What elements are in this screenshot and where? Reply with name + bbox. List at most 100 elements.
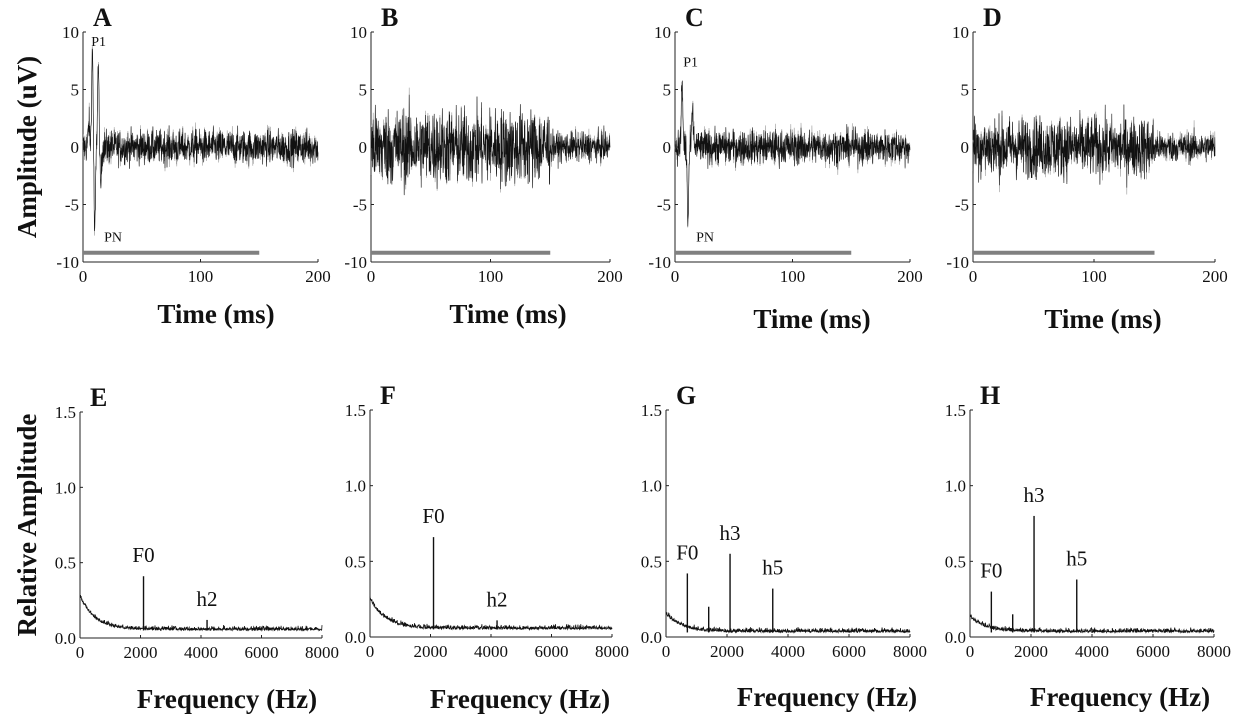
x-tick-label: 200	[897, 267, 923, 286]
x-tick-label: 4000	[1075, 642, 1109, 661]
y-tick-label: 0	[71, 138, 80, 157]
x-tick-label: 0	[366, 642, 375, 661]
x-axis-title: Frequency (Hz)	[137, 684, 317, 714]
x-tick-label: 4000	[184, 643, 218, 662]
spectrum-trace	[665, 611, 911, 634]
y-tick-label: 5	[961, 81, 970, 100]
peak-label: h2	[487, 587, 508, 611]
y-tick-label: 0	[359, 138, 368, 157]
x-tick-label: 6000	[1136, 642, 1170, 661]
x-tick-label: 8000	[305, 643, 339, 662]
y-axis-title: Amplitude (uV)	[12, 56, 42, 238]
y-tick-label: 5	[71, 81, 80, 100]
x-tick-label: 6000	[535, 642, 569, 661]
y-tick-label: 0.5	[945, 552, 966, 571]
panel-e: 0.0 0.5 1.0 1.5 0 2000 4000 6000 8000 F0 h2 E Freque…	[12, 383, 339, 714]
x-tick-label: 6000	[832, 642, 866, 661]
peak-label: h5	[1066, 546, 1087, 570]
peak-label: P1	[683, 56, 698, 71]
peak-label: PN	[104, 230, 122, 245]
x-tick-label: 200	[1202, 267, 1228, 286]
y-tick-label: 10	[350, 23, 367, 42]
x-tick-label: 8000	[595, 642, 629, 661]
x-axis-title: Time (ms)	[1044, 304, 1161, 334]
panel-letter: H	[980, 381, 1000, 410]
x-axis-title: Time (ms)	[753, 304, 870, 334]
peak-label: P1	[91, 35, 106, 50]
spectrum-trace	[369, 596, 613, 631]
x-axis-title: Time (ms)	[449, 299, 566, 329]
x-tick-label: 4000	[474, 642, 508, 661]
x-tick-label: 2000	[124, 643, 158, 662]
x-tick-label: 200	[305, 267, 331, 286]
y-tick-label: 0	[961, 138, 970, 157]
panel-letter: C	[685, 3, 704, 32]
y-tick-label: -10	[56, 253, 79, 272]
waveform-trace	[674, 80, 911, 227]
peak-label: h3	[720, 521, 741, 545]
y-tick-label: -10	[344, 253, 367, 272]
panel-letter: D	[983, 3, 1002, 32]
trace-spread	[674, 80, 911, 228]
x-tick-label: 100	[1081, 267, 1107, 286]
y-tick-label: 0.5	[345, 552, 366, 571]
panel-letter: A	[93, 3, 112, 32]
y-tick-label: -5	[65, 196, 79, 215]
y-axis-title: Relative Amplitude	[12, 414, 42, 637]
x-tick-label: 8000	[893, 642, 927, 661]
y-tick-label: 5	[359, 81, 368, 100]
x-tick-label: 0	[76, 643, 85, 662]
waveform-trace	[972, 104, 1216, 188]
peak-label: PN	[696, 230, 714, 245]
peak-label: F0	[422, 504, 444, 528]
x-tick-label: 100	[188, 267, 214, 286]
y-tick-label: 1.5	[641, 401, 662, 420]
y-tick-label: 10	[62, 23, 79, 42]
x-axis-title: Frequency (Hz)	[430, 684, 610, 714]
y-tick-label: -10	[946, 253, 969, 272]
x-tick-label: 2000	[1014, 642, 1048, 661]
panel-g: 0.0 0.5 1.0 1.5 0 2000 4000 6000 8000 F0 h3 h5 G Freq…	[641, 381, 927, 712]
x-tick-label: 2000	[710, 642, 744, 661]
y-tick-label: 5	[663, 81, 672, 100]
y-tick-label: -5	[353, 196, 367, 215]
peak-label: h5	[762, 556, 783, 580]
y-tick-label: 0.5	[641, 552, 662, 571]
y-tick-label: 1.0	[345, 477, 366, 496]
panel-letter: E	[90, 383, 107, 412]
y-tick-label: -5	[657, 196, 671, 215]
panel-letter: G	[676, 381, 696, 410]
y-tick-label: 1.5	[945, 401, 966, 420]
x-axis-title: Time (ms)	[157, 299, 274, 329]
y-tick-label: 1.0	[641, 477, 662, 496]
peak-label: F0	[132, 543, 154, 567]
x-tick-label: 0	[671, 267, 680, 286]
x-tick-label: 6000	[245, 643, 279, 662]
panel-h: 0.0 0.5 1.0 1.5 0 2000 4000 6000 8000 F0 h3 h5 H Freq…	[945, 381, 1231, 712]
x-tick-label: 4000	[771, 642, 805, 661]
y-tick-label: -5	[955, 196, 969, 215]
x-tick-label: 0	[79, 267, 88, 286]
spectrum-trace	[79, 595, 323, 632]
y-tick-label: 0.0	[641, 628, 662, 647]
x-tick-label: 0	[662, 642, 671, 661]
y-tick-label: 1.5	[345, 401, 366, 420]
x-tick-label: 2000	[414, 642, 448, 661]
y-tick-label: 10	[654, 23, 671, 42]
x-tick-label: 200	[597, 267, 623, 286]
y-tick-label: 1.5	[55, 403, 76, 422]
spectrum-trace	[969, 614, 1215, 634]
peak-label: F0	[980, 559, 1002, 583]
y-tick-label: 0.0	[55, 629, 76, 648]
y-tick-label: 0.0	[345, 628, 366, 647]
peak-label: F0	[676, 540, 698, 564]
y-tick-label: 1.0	[945, 477, 966, 496]
x-tick-label: 0	[969, 267, 978, 286]
x-axis-title: Frequency (Hz)	[737, 682, 917, 712]
y-tick-label: 1.0	[55, 478, 76, 497]
